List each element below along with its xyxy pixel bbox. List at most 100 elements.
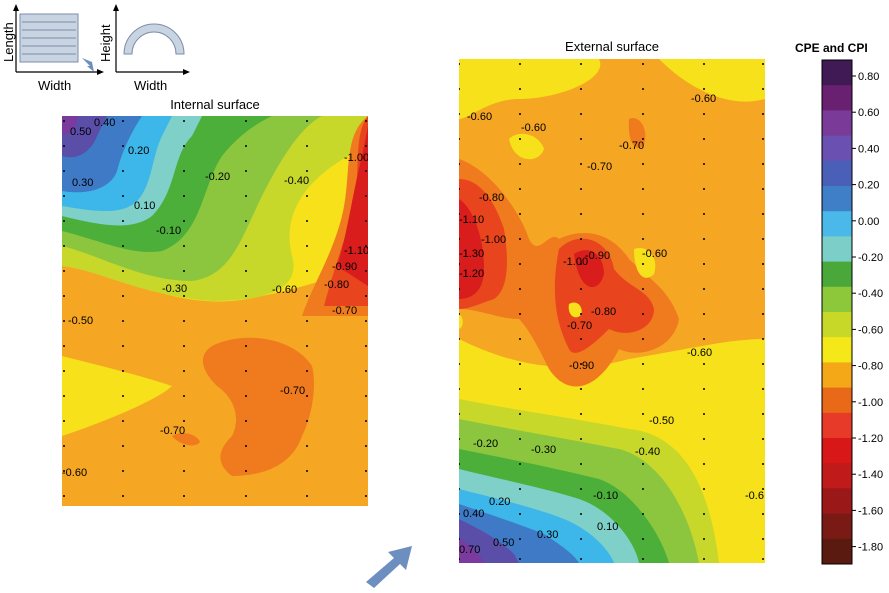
contour-label: -1.10 — [459, 214, 484, 226]
contour-label: 0.50 — [493, 537, 514, 549]
grid-point — [122, 120, 124, 122]
grid-point — [519, 488, 521, 490]
grid-point — [519, 188, 521, 190]
grid-point — [703, 163, 705, 165]
grid-point — [762, 338, 764, 340]
contour-label: -0.60 — [521, 122, 546, 134]
grid-point — [306, 345, 308, 347]
grid-point — [580, 538, 582, 540]
contour-label: -0.80 — [479, 192, 504, 204]
grid-point — [306, 120, 308, 122]
grid-point — [183, 170, 185, 172]
grid-point — [642, 363, 644, 365]
grid-point — [183, 345, 185, 347]
grid-point — [703, 88, 705, 90]
contour-label: -0.60 — [691, 93, 716, 105]
grid-point — [519, 288, 521, 290]
contour-label: -0.10 — [593, 490, 618, 502]
grid-point — [122, 345, 124, 347]
grid-point — [122, 195, 124, 197]
grid-point — [762, 213, 764, 215]
grid-point — [703, 513, 705, 515]
grid-point — [580, 288, 582, 290]
grid-point — [306, 195, 308, 197]
external-contour-labels: -0.60 -0.60 -0.60 -0.70 -0.70 -0.80 -1.1… — [459, 93, 764, 556]
grid-point — [519, 213, 521, 215]
grid-point — [183, 220, 185, 222]
right-icon-ylabel: Height — [98, 24, 113, 62]
grid-point — [519, 138, 521, 140]
grid-point — [642, 163, 644, 165]
colorbar-title: CPE and CPI — [795, 41, 868, 55]
colorbar-swatch — [822, 538, 852, 565]
grid-point — [365, 495, 367, 497]
grid-point — [703, 558, 705, 560]
grid-point — [459, 213, 460, 215]
grid-point — [642, 438, 644, 440]
grid-point — [183, 370, 185, 372]
grid-point — [642, 488, 644, 490]
grid-point — [519, 538, 521, 540]
grid-point — [245, 195, 247, 197]
grid-point — [365, 370, 367, 372]
contour-label: -0.10 — [156, 225, 181, 237]
contour-label: -0.50 — [68, 315, 93, 327]
grid-point — [519, 513, 521, 515]
grid-point — [183, 320, 185, 322]
grid-point — [519, 63, 521, 65]
colorbar-tick-label: 0.80 — [858, 71, 879, 83]
grid-point — [63, 245, 65, 247]
contour-label: 0.20 — [128, 145, 149, 157]
colorbar-tick-label: -0.40 — [858, 288, 883, 300]
grid-point — [580, 113, 582, 115]
grid-point — [122, 145, 124, 147]
grid-point — [306, 445, 308, 447]
grid-point — [63, 395, 65, 397]
colorbar-swatch — [822, 362, 852, 389]
grid-point — [245, 145, 247, 147]
contour-label: -1.00 — [481, 234, 506, 246]
grid-point — [580, 438, 582, 440]
colorbar-tick-label: 0.20 — [858, 180, 879, 192]
contour-label: -0.60 — [642, 248, 667, 260]
grid-point — [580, 388, 582, 390]
grid-point — [365, 395, 367, 397]
grid-point — [245, 120, 247, 122]
internal-title: Internal surface — [170, 97, 260, 112]
grid-point — [703, 313, 705, 315]
grid-point — [365, 245, 367, 247]
direction-arrow-icon — [82, 58, 94, 72]
grid-point — [580, 63, 582, 65]
colorbar-swatch — [822, 337, 852, 363]
colorbar-tick-label: 0.60 — [858, 107, 879, 119]
grid-point — [580, 188, 582, 190]
grid-point — [762, 438, 764, 440]
grid-point — [183, 420, 185, 422]
contour-label: 0.40 — [463, 508, 484, 520]
grid-point — [63, 345, 65, 347]
colorbar-swatch — [822, 438, 852, 464]
grid-point — [642, 263, 644, 265]
colorbar-swatch — [822, 513, 852, 540]
grid-point — [63, 145, 65, 147]
grid-point — [306, 420, 308, 422]
grid-point — [63, 320, 65, 322]
contour-label: -1.10 — [344, 245, 368, 257]
grid-point — [519, 363, 521, 365]
grid-point — [183, 495, 185, 497]
grid-point — [365, 320, 367, 322]
grid-points: (function(){ var g=document.currentScrip… — [459, 63, 764, 560]
contour-label: -0.50 — [649, 415, 674, 427]
grid-point — [703, 63, 705, 65]
grid-point — [642, 338, 644, 340]
colorbar-swatch — [822, 312, 852, 338]
grid-point — [63, 295, 65, 297]
contour-label: 0.40 — [94, 117, 115, 129]
contour-label: 0.30 — [72, 177, 93, 189]
colorbar-swatch — [822, 412, 852, 439]
grid-point — [762, 363, 764, 365]
grid-point — [459, 188, 460, 190]
grid-point — [519, 238, 521, 240]
contour-label: -0.80 — [591, 306, 616, 318]
grid-point — [642, 463, 644, 465]
